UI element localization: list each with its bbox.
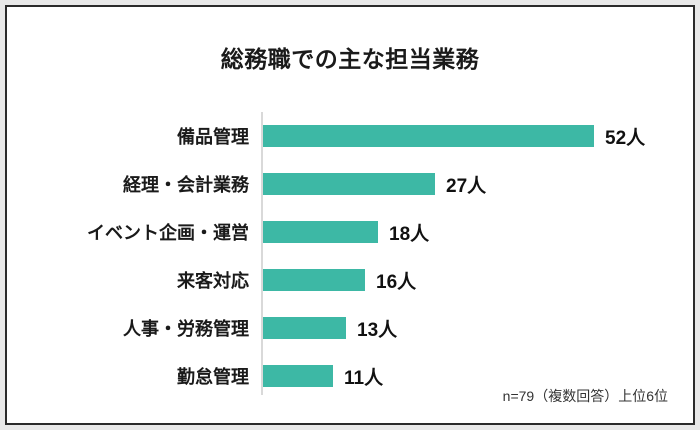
bar-row: 来客対応 16人: [7, 256, 693, 304]
bar: [263, 269, 365, 291]
value-label: 16人: [376, 271, 417, 293]
bar-row: 勤怠管理 11人: [7, 352, 693, 400]
category-label: 勤怠管理: [177, 367, 249, 387]
chart-title: 総務職での主な担当業務: [220, 46, 480, 72]
chart-card: 総務職での主な担当業務 備品管理 52人 経理・会計業務 27人 イベント企画・…: [5, 5, 695, 425]
bar-row: イベント企画・運営 18人: [7, 208, 693, 256]
category-label: 人事・労務管理: [123, 319, 249, 339]
value-label: 11人: [344, 367, 384, 389]
value-label: 27人: [446, 175, 487, 197]
category-label: 来客対応: [177, 271, 249, 291]
bar-row: 備品管理 52人: [7, 112, 693, 160]
value-label: 13人: [357, 319, 398, 341]
bar: [263, 173, 435, 195]
value-label: 18人: [389, 223, 430, 245]
bar: [263, 221, 378, 243]
bar: [263, 317, 346, 339]
bar: [263, 365, 333, 387]
value-label: 52人: [605, 127, 646, 149]
bar: [263, 125, 594, 147]
y-axis-line: [261, 112, 263, 395]
category-label: イベント企画・運営: [87, 223, 249, 243]
category-label: 経理・会計業務: [123, 175, 249, 195]
bar-row: 人事・労務管理 13人: [7, 304, 693, 352]
bar-row: 経理・会計業務 27人: [7, 160, 693, 208]
bar-chart: 備品管理 52人 経理・会計業務 27人 イベント企画・運営 18人 来客対応 …: [7, 112, 693, 400]
category-label: 備品管理: [177, 127, 249, 147]
sample-size-note: n=79（複数回答）上位6位: [502, 388, 668, 404]
